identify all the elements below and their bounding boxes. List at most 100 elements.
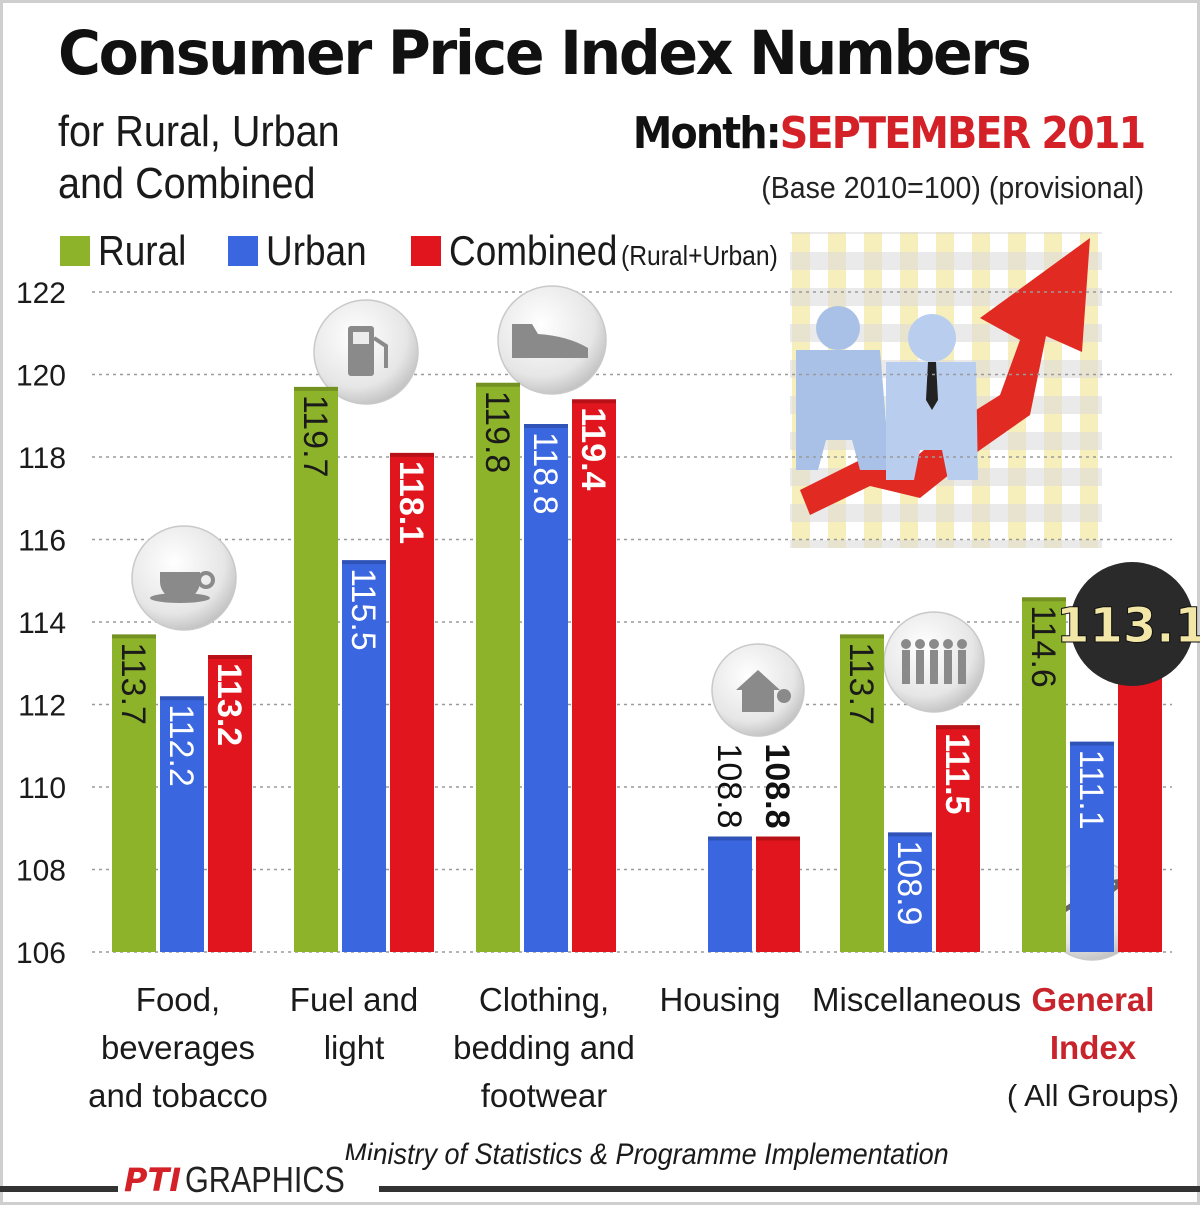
bar-urban xyxy=(160,696,204,952)
category-general-line-2: Index xyxy=(1049,1029,1137,1066)
gridlines xyxy=(92,291,1172,953)
value-label-rural: 119.7 xyxy=(296,395,334,478)
bar-top-edge xyxy=(1070,741,1114,746)
subtitle: for Rural, Urban and Combined xyxy=(58,106,340,210)
bar-top-edge xyxy=(572,399,616,404)
value-label-combined: 108.8 xyxy=(758,743,796,828)
y-tick-label: 114 xyxy=(18,607,66,640)
category-general-line-1: General xyxy=(1031,981,1155,1018)
category-food-line-2: beverages xyxy=(100,1029,256,1066)
legend-combined-text: Combined xyxy=(448,227,618,274)
bar-combined xyxy=(572,399,616,952)
bar-top-edge xyxy=(524,424,568,428)
y-tick-label: 116 xyxy=(18,525,66,558)
legend-swatch-urban xyxy=(228,236,259,266)
subtitle-line-1: for Rural, Urban xyxy=(58,107,340,156)
bar-top-edge xyxy=(1022,597,1066,602)
category-label-general: General Index ( All Groups) xyxy=(1004,976,1182,1120)
legend-swatch-rural xyxy=(60,236,90,266)
bar-urban xyxy=(1070,741,1114,952)
bar-urban xyxy=(524,424,568,952)
credit-graphics: GRAPHICS xyxy=(185,1159,346,1200)
bar-top-edge xyxy=(208,655,252,659)
credit: PTI GRAPHICS xyxy=(118,1159,380,1200)
bar-top-edge xyxy=(756,836,800,841)
bar-rural xyxy=(1022,597,1066,952)
bars xyxy=(112,382,1162,952)
y-tick-label: 108 xyxy=(16,855,66,888)
bar-top-edge xyxy=(840,634,884,639)
shoe-icon xyxy=(497,285,607,395)
bar-urban xyxy=(708,836,752,952)
bar-top-edge xyxy=(390,452,434,457)
businessman-right xyxy=(886,314,978,480)
legend-item-combined: Combined (Rural+Urban) xyxy=(410,227,823,275)
category-general-note: ( All Groups) xyxy=(1006,1078,1180,1113)
y-tick-label: 106 xyxy=(16,937,66,970)
y-tick-label: 118 xyxy=(18,442,66,475)
house-icon xyxy=(711,643,805,737)
category-label-misc: Miscellaneous xyxy=(812,976,1022,1024)
fuel-pump-icon xyxy=(313,299,419,405)
category-label-clothing: Clothing, bedding and footwear xyxy=(446,976,642,1120)
bar-combined xyxy=(208,655,252,952)
bar-urban xyxy=(342,560,386,952)
bar-combined xyxy=(1118,659,1162,952)
category-food-line-3: and tobacco xyxy=(88,1077,268,1114)
category-fuel-line-1: Fuel and xyxy=(289,981,419,1018)
category-clothing-line-2: bedding and xyxy=(453,1029,635,1066)
bar-top-edge xyxy=(342,560,386,565)
legend-item-rural: Rural xyxy=(60,227,198,275)
bar-rural xyxy=(112,634,156,952)
category-label-housing: Housing xyxy=(652,976,788,1024)
bar-top-edge xyxy=(112,634,156,639)
bar-combined xyxy=(756,836,800,952)
legend-label-urban: Urban xyxy=(266,227,368,274)
y-axis-ticks: 106 108 110 112 114 116 118 120 122 xyxy=(16,277,66,970)
legend-combined-note: (Rural+Urban) xyxy=(620,240,778,271)
category-clothing-line-1: Clothing, xyxy=(478,981,610,1018)
category-food-line-1: Food, xyxy=(135,981,221,1018)
month-value: SEPTEMBER 2011 xyxy=(779,108,1145,159)
value-label-urban: 118.8 xyxy=(526,432,564,515)
value-label-urban: 108.9 xyxy=(890,840,928,925)
subtitle-line-2: and Combined xyxy=(58,159,316,208)
source-note: Ministry of Statistics & Programme Imple… xyxy=(344,1138,949,1171)
bar-rural xyxy=(476,382,520,952)
legend-label-combined: Combined (Rural+Urban) xyxy=(449,227,778,275)
businessman-left xyxy=(796,306,890,470)
value-label-rural: 113.7 xyxy=(114,642,152,725)
highlight-badge xyxy=(1070,562,1194,686)
value-label-combined: 118.1 xyxy=(392,461,430,544)
value-label-rural: 119.8 xyxy=(478,391,516,474)
category-housing-line-1: Housing xyxy=(659,981,781,1018)
bar-top-edge xyxy=(476,382,520,387)
growth-arrow xyxy=(800,238,1090,515)
value-label-urban: 115.5 xyxy=(344,568,382,651)
category-misc-line-1: Miscellaneous xyxy=(812,981,1022,1018)
category-icons xyxy=(131,285,1143,961)
legend-item-urban: Urban xyxy=(228,227,380,275)
y-tick-label: 112 xyxy=(18,690,66,723)
category-clothing-line-3: footwear xyxy=(480,1077,608,1114)
month-label: Month: xyxy=(632,108,781,159)
category-label-fuel: Fuel and light xyxy=(280,976,428,1072)
business-growth-illustration xyxy=(790,232,1102,548)
bar-top-edge xyxy=(936,725,980,730)
value-label-rural: 113.7 xyxy=(842,642,880,725)
bar-combined xyxy=(936,725,980,952)
value-label-combined: 111.5 xyxy=(938,733,976,814)
bar-top-edge xyxy=(160,696,204,701)
y-tick-label: 120 xyxy=(16,360,66,393)
bar-rural xyxy=(294,386,338,952)
legend: Rural Urban Combined (Rural+Urban) xyxy=(60,227,852,275)
bar-urban xyxy=(888,832,932,952)
value-label-combined: 113.2 xyxy=(210,663,248,746)
value-labels: 113.7 119.7 119.8 113.7 114.6 112.2 115.5 118.8… xyxy=(114,391,1200,926)
value-label-rural: 114.6 xyxy=(1024,605,1062,688)
footer-rule xyxy=(0,1186,1200,1192)
legend-swatch-combined xyxy=(410,236,441,266)
category-fuel-line-2: light xyxy=(323,1029,385,1066)
